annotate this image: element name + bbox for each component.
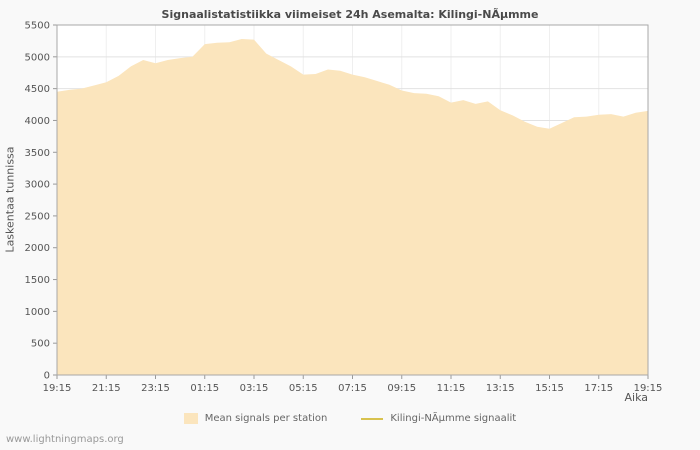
x-axis-label: Aika xyxy=(624,391,649,404)
x-tick-label: 05:15 xyxy=(289,383,318,394)
y-tick-label: 5000 xyxy=(25,52,50,63)
x-tick-label: 19:15 xyxy=(43,383,72,394)
legend-item-kilingi: Kilingi-NÃµmme signaalit xyxy=(361,413,516,424)
y-tick-label: 2500 xyxy=(25,211,50,222)
y-tick-label: 4500 xyxy=(25,84,50,95)
watermark: www.lightningmaps.org xyxy=(6,434,124,445)
y-tick-label: 3000 xyxy=(25,180,50,191)
y-tick-label: 1500 xyxy=(25,275,50,286)
legend-item-mean-signals: Mean signals per station xyxy=(183,413,328,424)
plot-frame xyxy=(56,24,649,376)
x-tick-label: 01:15 xyxy=(190,383,219,394)
x-tick-label: 07:15 xyxy=(338,383,367,394)
area-series-mean-signals xyxy=(57,39,648,375)
x-tick-label: 13:15 xyxy=(486,383,515,394)
y-tick-label: 4000 xyxy=(25,116,50,127)
chart-title: Signaalistatistiikka viimeiset 24h Asema… xyxy=(161,8,539,21)
y-tick-label: 2000 xyxy=(25,243,50,254)
x-tick-label: 19:15 xyxy=(634,383,663,394)
x-tick-label: 09:15 xyxy=(387,383,416,394)
y-tick-label: 0 xyxy=(44,371,50,382)
legend-label-kilingi: Kilingi-NÃµmme signaalit xyxy=(390,413,517,424)
y-tick-label: 5500 xyxy=(25,21,50,32)
y-tick-label: 1000 xyxy=(25,307,50,318)
chart-legend: Mean signals per station Kilingi-NÃµmme … xyxy=(0,413,700,424)
x-tick-label: 03:15 xyxy=(240,383,269,394)
x-tick-label: 11:15 xyxy=(437,383,466,394)
legend-line-kilingi xyxy=(361,417,384,420)
x-tick-label: 23:15 xyxy=(141,383,170,394)
y-tick-label: 500 xyxy=(31,339,50,350)
y-tick-label: 3500 xyxy=(25,148,50,159)
legend-swatch-mean-signals xyxy=(183,413,198,424)
x-tick-label: 15:15 xyxy=(535,383,564,394)
x-tick-label: 17:15 xyxy=(584,383,613,394)
legend-label-mean-signals: Mean signals per station xyxy=(204,413,328,424)
x-tick-label: 21:15 xyxy=(92,383,121,394)
